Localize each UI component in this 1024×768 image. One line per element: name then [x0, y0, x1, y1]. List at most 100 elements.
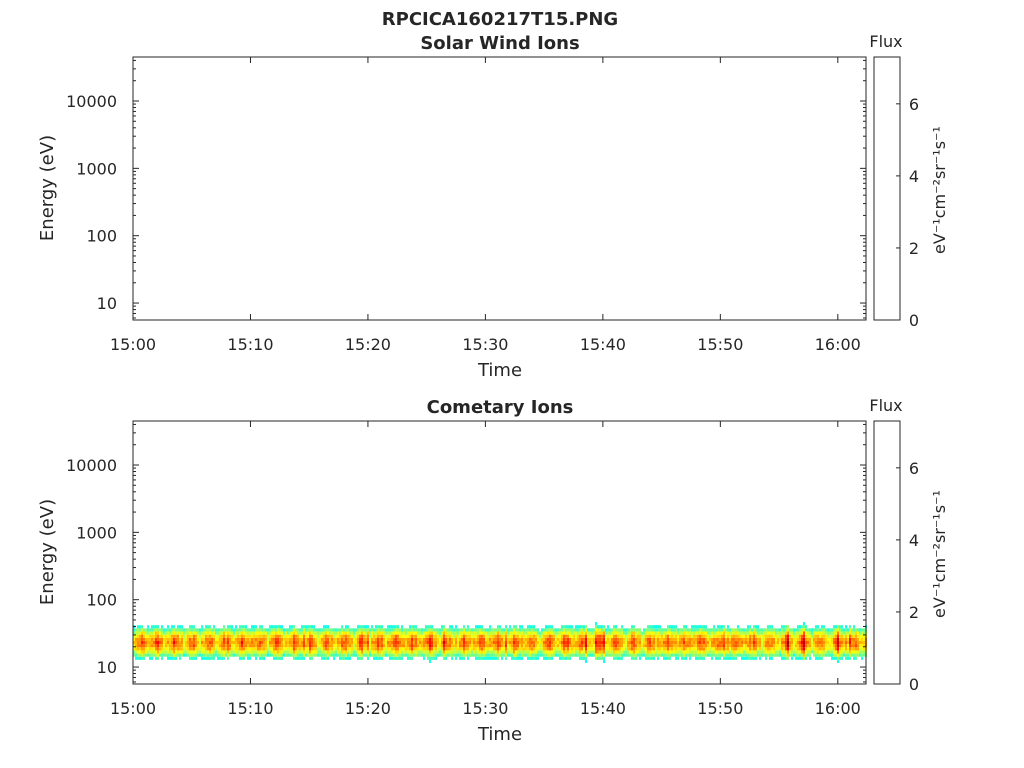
heatmap-cell — [577, 637, 579, 641]
heatmap-cell — [507, 637, 509, 641]
heatmap-cell — [803, 640, 805, 645]
x-tick-label: 15:10 — [227, 335, 273, 354]
heatmap-cell — [407, 650, 409, 654]
heatmap-cell — [857, 628, 859, 632]
heatmap-cell — [699, 656, 701, 660]
heatmap-cell — [499, 637, 501, 641]
heatmap-cell — [433, 640, 435, 645]
heatmap-cell — [595, 647, 597, 651]
heatmap-cell — [631, 634, 633, 638]
heatmap-cell — [451, 644, 453, 648]
heatmap-cell — [495, 631, 497, 635]
heatmap-cell — [789, 653, 791, 657]
heatmap-cell — [699, 637, 701, 641]
heatmap-cell — [149, 656, 151, 660]
heatmap-cell — [135, 637, 137, 641]
heatmap-cell — [185, 653, 187, 657]
heatmap-cell — [711, 650, 713, 654]
heatmap-cell — [421, 650, 423, 654]
heatmap-cell — [683, 637, 685, 641]
heatmap-cell — [293, 647, 295, 651]
heatmap-cell — [281, 656, 283, 660]
heatmap-cell — [863, 634, 865, 638]
heatmap-cell — [263, 656, 265, 660]
heatmap-cell — [651, 647, 653, 651]
heatmap-cell — [153, 647, 155, 651]
heatmap-cell — [619, 640, 621, 645]
heatmap-cell — [381, 653, 383, 657]
heatmap-cell — [633, 634, 635, 638]
heatmap-cell — [303, 656, 305, 660]
heatmap-cell — [755, 637, 757, 641]
heatmap-cell — [769, 625, 771, 629]
heatmap-cell — [623, 653, 625, 657]
heatmap-cell — [655, 653, 657, 657]
heatmap-cell — [583, 650, 585, 654]
heatmap-cell — [181, 631, 183, 635]
heatmap-cell — [471, 640, 473, 645]
heatmap-cell — [295, 634, 297, 638]
heatmap-cell — [725, 647, 727, 651]
heatmap-cell — [811, 647, 813, 651]
heatmap-cell — [411, 631, 413, 635]
heatmap-cell — [725, 628, 727, 632]
heatmap-cell — [371, 628, 373, 632]
heatmap-cell — [717, 644, 719, 648]
heatmap-cell — [805, 656, 807, 660]
heatmap-cell — [801, 644, 803, 648]
heatmap-cell — [819, 634, 821, 638]
heatmap-cell — [327, 631, 329, 635]
heatmap-cell — [741, 637, 743, 641]
heatmap-cell — [455, 637, 457, 641]
heatmap-cell — [393, 656, 395, 660]
heatmap-cell — [279, 656, 281, 660]
heatmap-cell — [163, 647, 165, 651]
heatmap-cell — [799, 650, 801, 654]
heatmap-cell — [359, 640, 361, 645]
heatmap-cell — [839, 631, 841, 635]
heatmap-cell — [807, 637, 809, 641]
heatmap-cell — [801, 640, 803, 645]
heatmap-cell — [307, 640, 309, 645]
heatmap-cell — [579, 647, 581, 651]
heatmap-cell — [181, 634, 183, 638]
heatmap-cell — [737, 640, 739, 645]
heatmap-cell — [637, 653, 639, 657]
heatmap-cell — [615, 656, 617, 660]
heatmap-cell — [513, 625, 515, 629]
heatmap-cell — [321, 637, 323, 641]
heatmap-cell — [157, 656, 159, 660]
heatmap-cell — [231, 644, 233, 648]
heatmap-cell — [513, 628, 515, 632]
heatmap-cell — [827, 653, 829, 657]
heatmap-cell — [297, 631, 299, 635]
heatmap-cell — [375, 653, 377, 657]
heatmap-cell — [565, 650, 567, 654]
heatmap-cell — [209, 637, 211, 641]
heatmap-cell — [359, 637, 361, 641]
y-tick-label: 10000 — [66, 456, 117, 475]
heatmap-cell — [385, 653, 387, 657]
heatmap-cell — [731, 647, 733, 651]
heatmap-cell — [227, 634, 229, 638]
heatmap-cell — [639, 637, 641, 641]
heatmap-cell — [451, 631, 453, 635]
heatmap-cell — [779, 647, 781, 651]
heatmap-cell — [645, 631, 647, 635]
heatmap-cell — [563, 631, 565, 635]
heatmap-cell — [217, 634, 219, 638]
heatmap-cell — [163, 653, 165, 657]
heatmap-cell — [451, 653, 453, 657]
heatmap-cell — [567, 631, 569, 635]
heatmap-cell — [749, 628, 751, 632]
heatmap-cell — [303, 650, 305, 654]
heatmap-cell — [527, 656, 529, 660]
heatmap-cell — [477, 625, 479, 629]
heatmap-cell — [199, 634, 201, 638]
heatmap-cell — [399, 634, 401, 638]
heatmap-cell — [253, 628, 255, 632]
heatmap-cell — [145, 634, 147, 638]
heatmap-cell — [271, 653, 273, 657]
heatmap-cell — [735, 647, 737, 651]
